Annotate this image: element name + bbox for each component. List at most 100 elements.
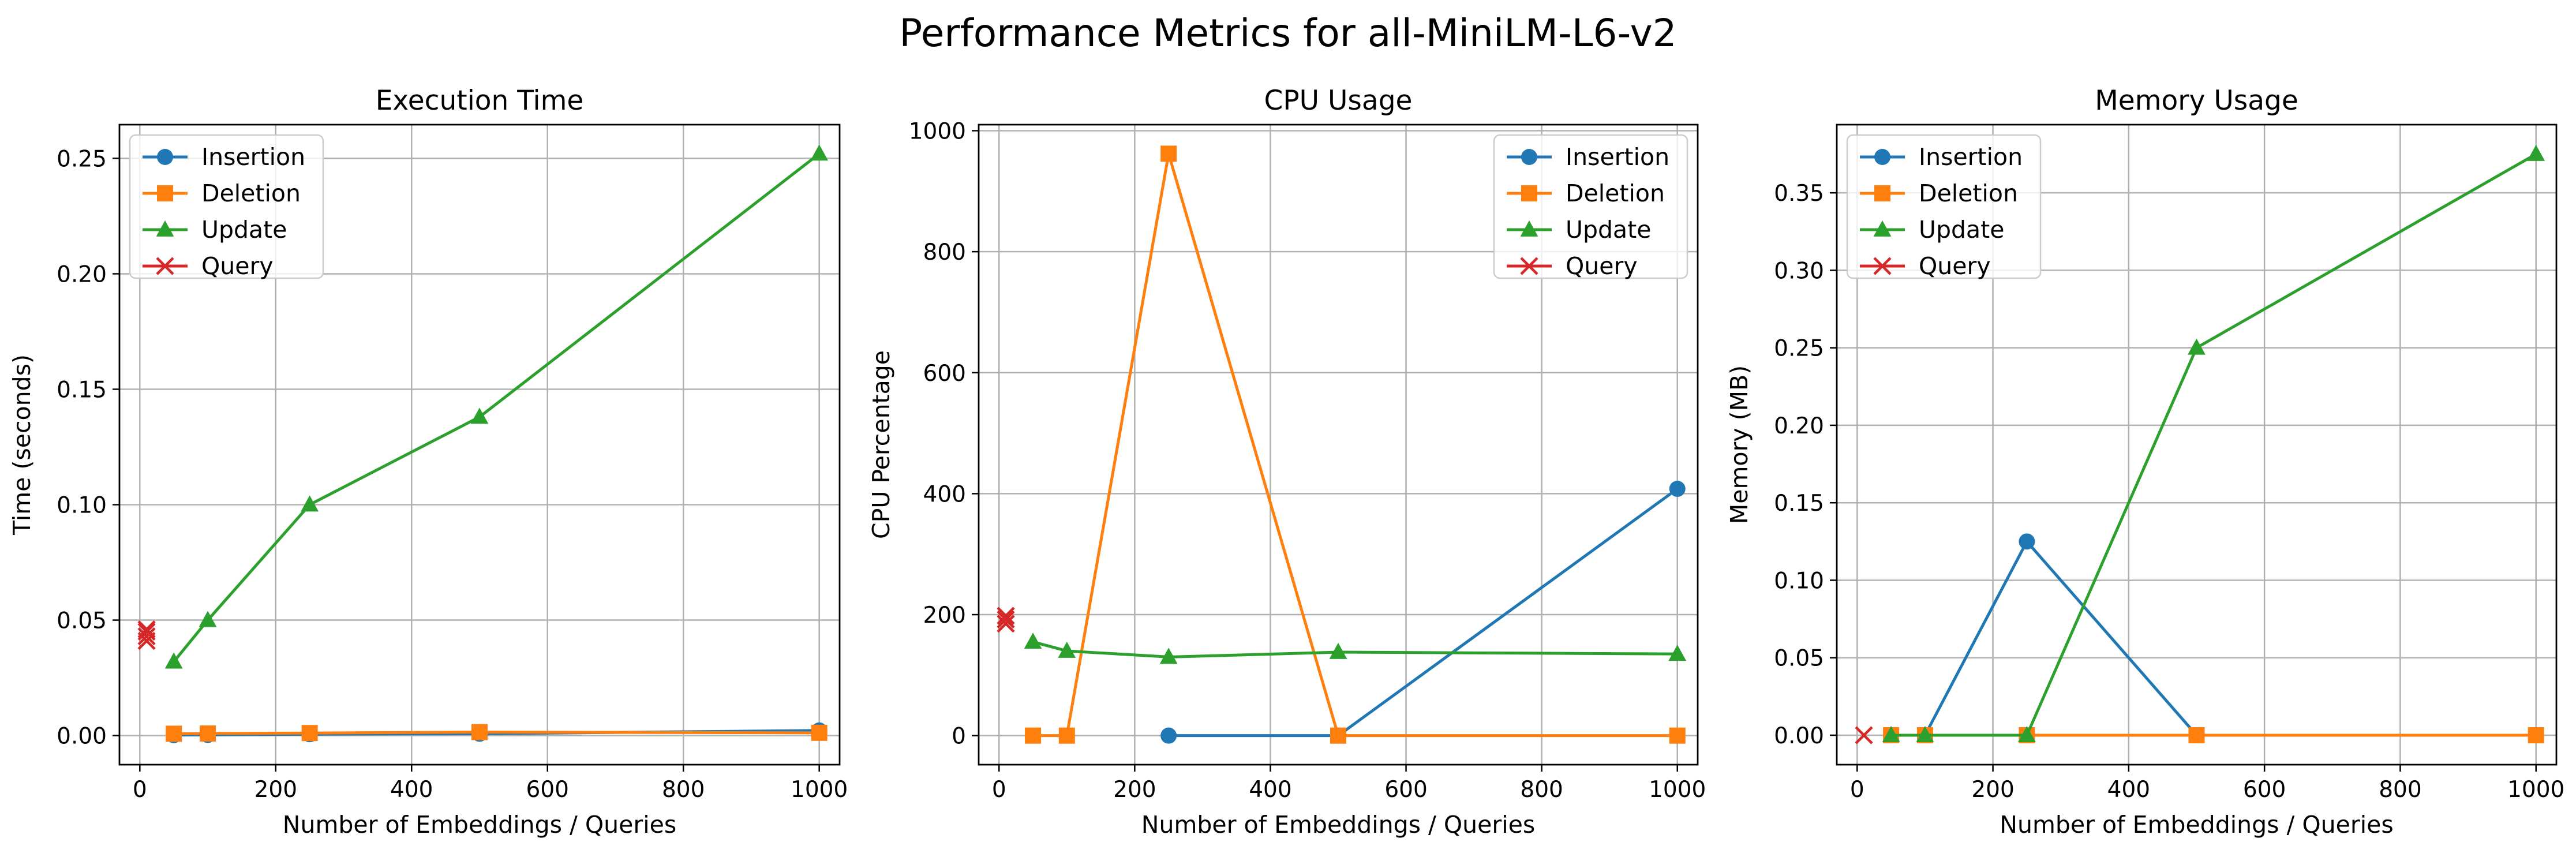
y-tick-label: 0.25 — [57, 146, 107, 172]
legend-label: Deletion — [1566, 179, 1665, 207]
data-point-update — [470, 407, 489, 424]
data-point-update — [1916, 725, 1934, 742]
legend-marker-query — [1520, 257, 1538, 275]
legend-entry-update: Update — [1860, 216, 2005, 244]
legend-label: Query — [1919, 252, 1991, 280]
x-tick-label: 0 — [1850, 777, 1864, 803]
x-tick-label: 800 — [1520, 777, 1563, 803]
legend-entry-query: Query — [143, 252, 274, 280]
x-tick-label: 400 — [1249, 777, 1291, 803]
data-point-deletion — [1058, 727, 1075, 744]
y-tick-label: 0.15 — [1774, 491, 1824, 517]
legend-marker-query — [156, 257, 174, 275]
legend-marker-update — [1520, 220, 1538, 237]
x-axis-label: Number of Embeddings / Queries — [2000, 811, 2393, 839]
legend-marker-update — [1873, 220, 1892, 237]
data-point-update — [301, 495, 319, 512]
series-query — [1855, 726, 1873, 744]
x-tick-label: 0 — [133, 777, 147, 803]
y-tick-label: 0.10 — [1774, 568, 1824, 594]
legend-entry-deletion: Deletion — [1507, 179, 1665, 207]
chart-title: Memory Usage — [2095, 85, 2298, 117]
legend-label: Insertion — [201, 143, 305, 171]
y-axis-label: CPU Percentage — [867, 350, 895, 539]
data-point-update — [2188, 338, 2206, 355]
x-tick-label: 400 — [390, 777, 433, 803]
legend-label: Insertion — [1919, 143, 2023, 171]
legend-frame — [1846, 134, 2042, 279]
series-update — [1024, 633, 1687, 664]
y-tick-label: 0 — [952, 724, 966, 750]
chart-panel-execution-time: 0 200 400 600 800 1000 0.00 0.05 0.10 0.15 0.20 0.2… — [8, 85, 848, 839]
y-tick-label: 0.05 — [1774, 646, 1824, 672]
legend-label: Update — [201, 216, 287, 244]
x-tick-label: 200 — [254, 777, 297, 803]
legend-label: Deletion — [201, 179, 301, 207]
legend-marker-deletion — [1521, 185, 1537, 201]
legend: Insertion Deletion Update Query — [1493, 134, 1688, 280]
data-point-update — [2017, 725, 2036, 742]
legend-marker-deletion — [157, 185, 173, 201]
y-tick-label: 1000 — [909, 118, 966, 144]
legend: Insertion Deletion Update Query — [1846, 134, 2042, 280]
data-point-query — [137, 622, 156, 641]
data-point-query — [997, 615, 1015, 633]
legend-marker-query — [1873, 257, 1892, 275]
legend-label: Deletion — [1919, 179, 2018, 207]
data-point-deletion — [2528, 727, 2544, 743]
plot-area-frame — [118, 124, 841, 766]
data-point-insertion — [1669, 481, 1686, 497]
series-deletion — [1025, 145, 1686, 744]
legend-marker-insertion — [157, 149, 173, 165]
x-axis-label: Number of Embeddings / Queries — [283, 811, 676, 839]
data-point-deletion — [1160, 145, 1177, 162]
data-point-deletion — [301, 725, 318, 742]
y-tick-label: 0.30 — [1774, 258, 1824, 284]
data-point-query — [997, 610, 1015, 629]
y-tick-label: 0.15 — [57, 377, 107, 403]
data-point-query — [137, 620, 156, 639]
x-tick-label: 600 — [2243, 777, 2286, 803]
legend-entry-insertion: Insertion — [143, 143, 305, 171]
chart-title: Execution Time — [376, 85, 584, 117]
y-tick-label: 0.05 — [57, 608, 107, 634]
y-axis-label: Time (seconds) — [8, 354, 36, 536]
legend-label: Insertion — [1566, 143, 1669, 171]
data-point-deletion — [166, 725, 182, 742]
legend-marker-insertion — [1521, 149, 1537, 165]
series-line-deletion — [174, 731, 819, 735]
x-tick-label: 200 — [1971, 777, 2014, 803]
legend-marker-deletion — [1874, 185, 1890, 201]
data-point-query — [1855, 726, 1873, 744]
y-tick-label: 0.20 — [57, 261, 107, 287]
y-tick-label: 400 — [923, 481, 966, 507]
y-tick-label: 800 — [923, 239, 966, 265]
data-point-update — [199, 611, 217, 627]
x-tick-label: 1000 — [2507, 777, 2564, 803]
legend-label: Update — [1919, 216, 2005, 244]
plot-area-frame — [1836, 124, 2558, 766]
series-update — [1882, 144, 2545, 742]
data-point-deletion — [471, 724, 488, 740]
data-point-update — [1058, 641, 1076, 658]
y-tick-label: 200 — [923, 602, 966, 628]
legend: Insertion Deletion Update Query — [129, 134, 324, 280]
legend-entry-update: Update — [143, 216, 287, 244]
chart-panels: 0 200 400 600 800 1000 0.00 0.05 0.10 0.15 0.20 0.2… — [8, 85, 2564, 839]
data-point-deletion — [1025, 727, 1042, 744]
data-point-update — [2527, 144, 2545, 161]
series-update — [164, 144, 829, 669]
y-axis-label: Memory (MB) — [1725, 365, 1753, 524]
x-tick-label: 800 — [2379, 777, 2421, 803]
x-tick-label: 1000 — [791, 777, 848, 803]
x-tick-label: 200 — [1113, 777, 1156, 803]
legend-label: Query — [201, 252, 274, 280]
plot-area-frame — [978, 124, 1699, 766]
series-query — [137, 620, 156, 650]
legend-frame — [129, 134, 324, 279]
legend-entry-insertion: Insertion — [1860, 143, 2023, 171]
y-tick-label: 0.00 — [1774, 723, 1824, 749]
y-tick-label: 600 — [923, 361, 966, 387]
